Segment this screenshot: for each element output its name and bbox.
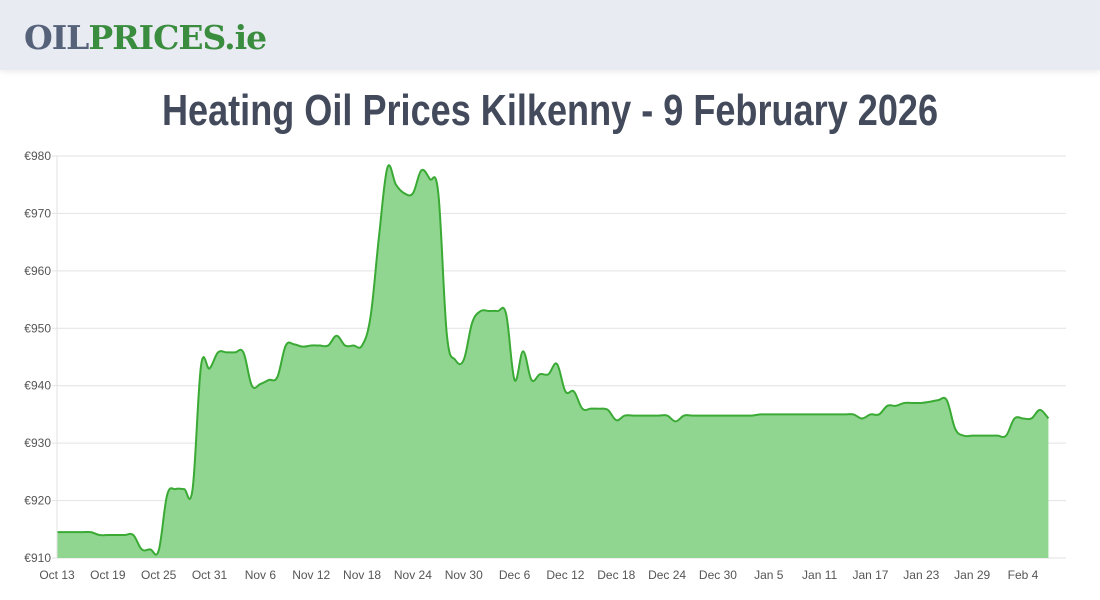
x-tick-label: Jan 5	[754, 568, 784, 582]
price-line	[56, 164, 1050, 556]
x-tick-label: Dec 24	[648, 568, 686, 582]
y-tick-label: €930	[24, 436, 51, 450]
x-tick-label: Jan 17	[852, 568, 888, 582]
logo-text-prices: PRICES.ie	[88, 18, 267, 57]
x-tick-label: Oct 13	[39, 568, 75, 582]
x-tick-label: Nov 12	[292, 568, 330, 582]
x-tick-label: Dec 18	[597, 568, 635, 582]
site-logo[interactable]: OILPRICES.ie	[24, 18, 267, 58]
x-tick-label: Dec 12	[546, 568, 584, 582]
logo-text-oil: OIL	[24, 18, 89, 57]
x-tick-label: Oct 19	[90, 568, 126, 582]
y-tick-label: €980	[24, 149, 51, 163]
y-tick-label: €910	[24, 551, 51, 565]
price-area-fill	[57, 165, 1049, 558]
x-tick-label: Nov 6	[245, 568, 277, 582]
x-tick-label: Jan 29	[954, 568, 990, 582]
y-tick-label: €970	[24, 206, 51, 220]
x-tick-label: Dec 30	[699, 568, 737, 582]
x-tick-label: Nov 24	[394, 568, 432, 582]
y-tick-label: €960	[24, 264, 51, 278]
site-header: OILPRICES.ie	[0, 0, 1100, 70]
x-axis-labels: Oct 13 Oct 19 Oct 25 Oct 31 Nov 6 Nov 12 Nov 1…	[39, 568, 1038, 582]
x-tick-label: Oct 25	[141, 568, 177, 582]
x-tick-label: Dec 6	[499, 568, 531, 582]
y-axis-labels: €910 €920 €930 €940 €950 €960 €970 €980	[24, 149, 51, 565]
y-tick-label: €940	[24, 379, 51, 393]
x-tick-label: Jan 23	[903, 568, 939, 582]
y-tick-label: €950	[24, 321, 51, 335]
x-tick-label: Feb 4	[1008, 568, 1039, 582]
page-title: Heating Oil Prices Kilkenny - 9 February…	[161, 86, 939, 135]
x-tick-label: Jan 11	[802, 568, 837, 582]
x-tick-label: Nov 18	[343, 568, 381, 582]
x-tick-label: Oct 31	[192, 568, 228, 582]
y-tick-label: €920	[24, 494, 51, 508]
x-tick-label: Nov 30	[445, 568, 483, 582]
